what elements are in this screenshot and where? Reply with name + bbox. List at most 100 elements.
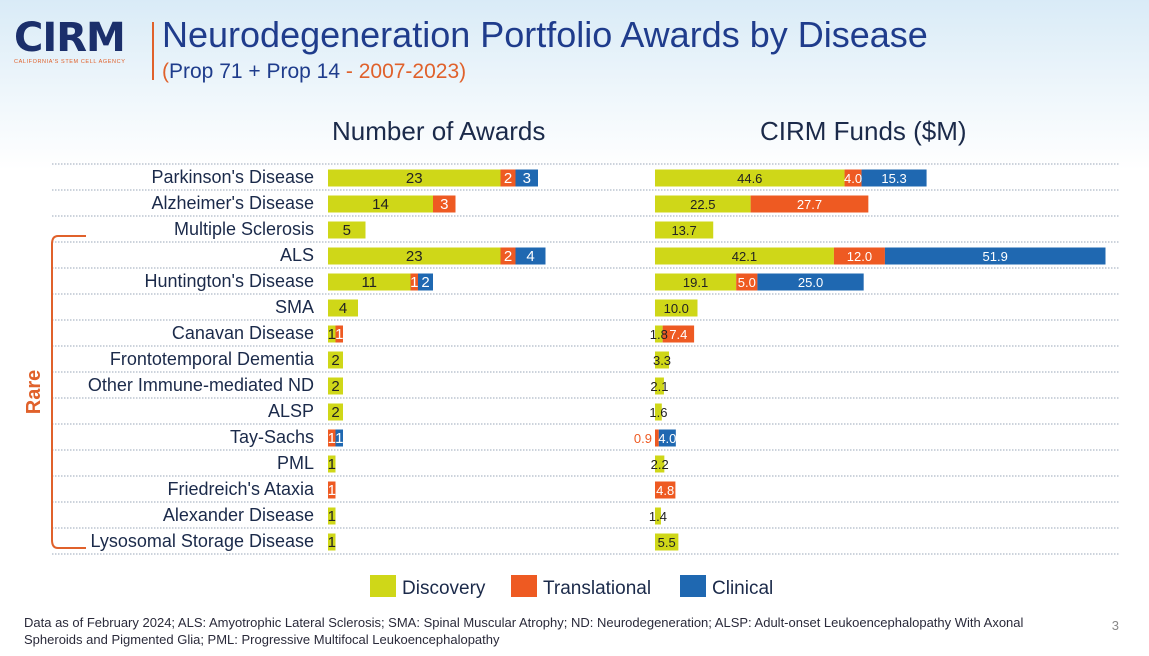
funds-data-label: 25.0 <box>798 275 823 290</box>
footnote: Data as of February 2024; ALS: Amyotroph… <box>24 615 1024 647</box>
funds-clinical-bar <box>757 273 864 291</box>
awards-discovery-bar <box>328 221 366 239</box>
funds-data-label: 4.8 <box>656 483 674 498</box>
awards-data-label: 1 <box>410 274 418 291</box>
funds-data-label: 42.1 <box>732 249 757 264</box>
funds-data-label: 5.0 <box>738 275 756 290</box>
category-label: Alzheimer's Disease <box>152 193 315 213</box>
awards-data-label: 1 <box>328 326 336 343</box>
awards-discovery-bar <box>328 455 336 473</box>
awards-discovery-bar <box>328 273 411 291</box>
logo-text: CIRM <box>14 15 126 61</box>
legend-label-discovery: Discovery <box>402 578 486 599</box>
awards-discovery-bar <box>328 247 501 265</box>
funds-translational-bar <box>662 325 695 343</box>
awards-discovery-bar <box>328 299 358 317</box>
category-label: ALSP <box>268 401 314 421</box>
subtitle-props: Prop 71 + Prop 14 <box>169 60 341 83</box>
header-divider <box>152 22 154 80</box>
funds-data-label: 10.0 <box>664 301 689 316</box>
funds-data-label: 27.7 <box>797 197 822 212</box>
awards-discovery-bar <box>328 195 433 213</box>
awards-data-label: 2 <box>504 248 512 265</box>
rare-bracket <box>51 235 86 549</box>
awards-data-label: 1 <box>328 534 336 551</box>
awards-data-label: 2 <box>331 378 339 395</box>
awards-data-label: 11 <box>361 274 377 291</box>
awards-data-label: 14 <box>372 196 389 213</box>
funds-discovery-bar <box>655 221 714 239</box>
awards-translational-bar <box>410 273 418 291</box>
awards-discovery-bar <box>328 169 501 187</box>
awards-data-label: 2 <box>504 170 512 187</box>
funds-discovery-bar <box>655 533 679 551</box>
funds-discovery-bar <box>655 507 661 525</box>
category-label: SMA <box>275 297 314 317</box>
funds-data-label: 4.0 <box>658 431 676 446</box>
funds-translational-bar <box>736 273 758 291</box>
funds-data-label: 5.5 <box>658 535 676 550</box>
category-label: Friedreich's Ataxia <box>168 479 315 499</box>
awards-discovery-bar <box>328 533 336 551</box>
awards-translational-bar <box>433 195 456 213</box>
legend-swatch-translational <box>511 575 537 597</box>
awards-data-label: 1 <box>335 326 343 343</box>
awards-data-label: 2 <box>331 352 339 369</box>
funds-discovery-bar <box>655 247 834 265</box>
category-label: ALS <box>280 245 314 265</box>
category-label: Lysosomal Storage Disease <box>91 531 314 551</box>
legend-swatch-discovery <box>370 575 396 597</box>
funds-data-label: 13.7 <box>671 223 696 238</box>
funds-discovery-bar <box>655 195 751 213</box>
funds-data-label: 2.1 <box>650 379 668 394</box>
funds-translational-bar <box>844 169 862 187</box>
funds-data-label: 15.3 <box>881 171 906 186</box>
awards-data-label: 4 <box>526 248 534 265</box>
funds-data-label: 1.8 <box>650 327 668 342</box>
legend-label-translational: Translational <box>543 578 651 599</box>
awards-data-label: 1 <box>335 430 343 447</box>
category-label: Multiple Sclerosis <box>174 219 314 239</box>
category-label: Tay-Sachs <box>230 427 314 447</box>
funds-translational-bar <box>750 195 869 213</box>
category-label: Other Immune-mediated ND <box>88 375 314 395</box>
funds-clinical-bar <box>658 429 676 447</box>
category-label: PML <box>277 453 314 473</box>
awards-translational-bar <box>500 247 516 265</box>
funds-discovery-bar <box>655 455 665 473</box>
awards-chart-title: Number of Awards <box>332 116 546 146</box>
awards-discovery-bar <box>328 403 343 421</box>
funds-chart-title: CIRM Funds ($M) <box>760 116 967 146</box>
chart-canvas: Parkinson's Disease Alzheimer's Disease Mu… <box>23 163 1120 599</box>
awards-data-label: 4 <box>339 300 347 317</box>
funds-data-label: 3.3 <box>653 353 671 368</box>
funds-data-label: 0.9 <box>634 431 652 446</box>
category-label: Canavan Disease <box>172 323 314 343</box>
logo-tagline: CALIFORNIA'S STEM CELL AGENCY <box>14 59 126 65</box>
awards-discovery-bar <box>328 377 343 395</box>
funds-data-label: 1.6 <box>649 405 667 420</box>
funds-data-label: 44.6 <box>737 171 762 186</box>
awards-data-label: 1 <box>328 456 336 473</box>
awards-data-label: 23 <box>406 248 423 265</box>
funds-data-label: 1.4 <box>649 509 667 524</box>
funds-clinical-bar <box>884 247 1106 265</box>
funds-discovery-bar <box>655 351 670 369</box>
page-subtitle: (Prop 71 + Prop 14 - 2007-2023) <box>162 60 466 84</box>
funds-discovery-bar <box>655 325 663 343</box>
awards-clinical-bar <box>515 169 538 187</box>
awards-data-label: 2 <box>331 404 339 421</box>
category-label: Huntington's Disease <box>144 271 314 291</box>
category-label: Frontotemporal Dementia <box>110 349 315 369</box>
awards-clinical-bar <box>418 273 433 291</box>
awards-data-label: 3 <box>523 170 531 187</box>
awards-translational-bar <box>500 169 516 187</box>
awards-data-label: 2 <box>421 274 429 291</box>
funds-clinical-bar <box>861 169 927 187</box>
awards-translational-bar <box>328 481 336 499</box>
category-label: Alexander Disease <box>163 505 314 525</box>
funds-data-label: 51.9 <box>983 249 1008 264</box>
awards-clinical-bar <box>335 429 343 447</box>
funds-data-label: 12.0 <box>847 249 872 264</box>
rare-label: Rare <box>23 370 45 414</box>
